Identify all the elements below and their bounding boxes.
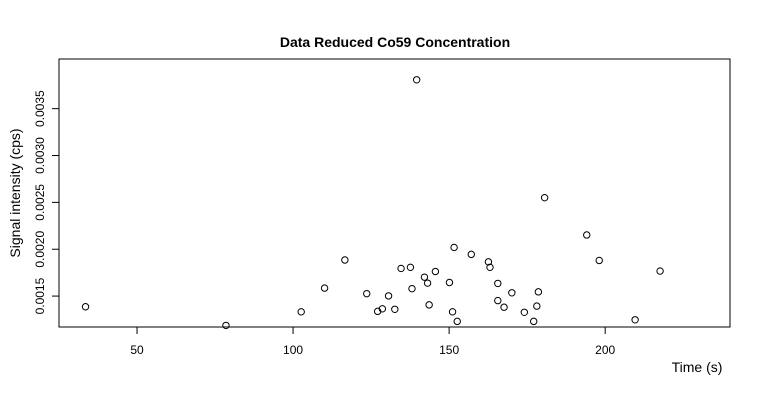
data-point: [408, 284, 416, 293]
data-point: [384, 292, 393, 300]
data-point: [533, 302, 541, 310]
x-tick-label: 50: [130, 343, 144, 357]
data-point: [508, 289, 516, 297]
data-point: [520, 308, 529, 316]
y-axis: 0.0015 0.0020 0.0025 0.0030 0.0035: [33, 90, 60, 314]
data-point: [467, 250, 475, 259]
data-point: [494, 296, 502, 305]
data-point: [631, 316, 639, 324]
data-point: [423, 279, 432, 287]
data-point: [448, 308, 457, 316]
x-tick-label: 100: [283, 343, 303, 357]
data-point: [494, 279, 502, 288]
plot-frame: [58, 58, 731, 328]
data-point: [450, 243, 458, 252]
data-point: [420, 273, 429, 281]
data-point: [500, 303, 508, 311]
data-point: [222, 321, 230, 330]
data-point: [529, 317, 538, 326]
data-point: [431, 267, 440, 276]
data-point: [81, 303, 90, 311]
x-tick-label: 200: [595, 343, 615, 357]
y-tick-label: 0.0015: [33, 277, 47, 314]
data-point: [378, 305, 387, 313]
data-point: [534, 288, 543, 296]
data-point: [445, 278, 454, 287]
data-point: [297, 308, 305, 316]
data-point: [453, 317, 461, 326]
data-point: [406, 263, 415, 272]
y-tick-label: 0.0025: [33, 184, 47, 221]
x-axis-label: Time (s): [672, 359, 723, 375]
data-point: [656, 267, 664, 275]
y-tick-label: 0.0020: [33, 231, 47, 268]
data-point: [320, 284, 329, 292]
data-point: [486, 263, 494, 272]
data-point: [391, 305, 399, 313]
data-point: [363, 289, 371, 298]
data-point: [341, 256, 349, 264]
data-point: [397, 264, 405, 273]
y-tick-label: 0.0035: [33, 90, 47, 127]
data-point: [412, 76, 421, 84]
chart-title: Data Reduced Co59 Concentration: [280, 34, 510, 50]
y-axis-label: Signal intensity (cps): [7, 128, 23, 257]
data-point: [540, 193, 549, 202]
data-point: [583, 231, 591, 239]
y-tick-label: 0.0030: [33, 137, 47, 174]
data-point: [595, 256, 603, 265]
data-point: [425, 301, 433, 309]
data-point: [484, 258, 493, 266]
x-axis: 50 100 150 200: [130, 326, 615, 357]
x-tick-label: 150: [439, 343, 459, 357]
data-points: [81, 76, 664, 330]
